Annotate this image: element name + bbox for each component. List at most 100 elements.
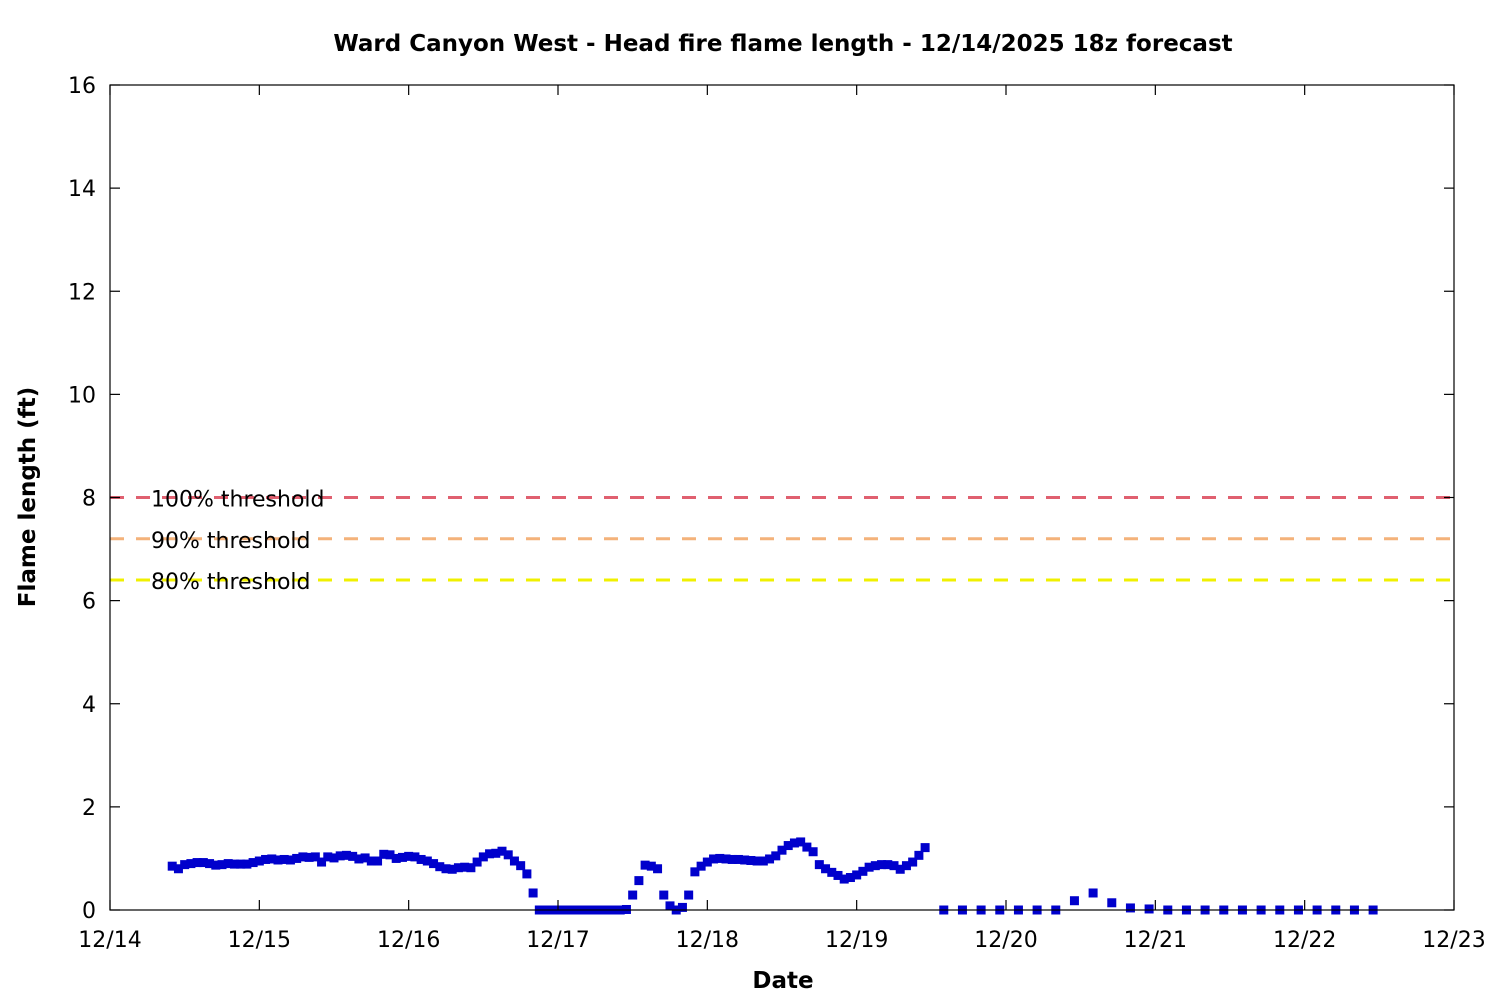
data-point — [304, 852, 314, 862]
data-point — [733, 854, 743, 864]
data-point — [435, 862, 445, 872]
data-points — [167, 837, 1378, 915]
data-point — [839, 874, 849, 884]
data-point — [1107, 898, 1117, 908]
data-point — [366, 856, 376, 866]
threshold-lines: 100% threshold 90% threshold 80% threshold — [110, 488, 1454, 595]
y-tick-label: 14 — [68, 177, 96, 202]
data-point — [167, 861, 177, 871]
data-point — [279, 854, 289, 864]
data-point — [198, 858, 208, 868]
data-point — [254, 856, 264, 866]
data-point — [273, 855, 283, 865]
y-axis-label: Flame length (ft) — [15, 387, 41, 607]
data-point — [677, 902, 687, 912]
axes: 0 2 4 6 8 10 12 14 16 12/14 12/15 12/16 12/17 12/18 12… — [68, 74, 1486, 953]
data-point — [528, 888, 538, 898]
data-point — [920, 843, 930, 853]
data-point — [777, 845, 787, 855]
data-point — [472, 857, 482, 867]
data-point — [192, 858, 202, 868]
data-point — [242, 859, 252, 869]
data-point — [292, 853, 302, 863]
y-tick-label: 6 — [82, 590, 96, 615]
data-point — [485, 849, 495, 859]
data-point — [516, 861, 526, 871]
data-point — [503, 850, 513, 860]
data-point — [746, 856, 756, 865]
data-point — [640, 860, 650, 870]
threshold-label: 90% threshold — [151, 529, 311, 554]
data-point — [323, 852, 333, 862]
data-point — [802, 842, 812, 852]
data-point — [410, 852, 420, 862]
data-point — [852, 870, 862, 880]
data-point — [416, 854, 426, 864]
data-point — [634, 876, 644, 886]
data-point — [453, 863, 463, 873]
data-point — [752, 856, 762, 866]
data-point — [205, 859, 215, 869]
data-point — [709, 854, 719, 864]
data-point — [466, 863, 476, 873]
data-point — [727, 854, 737, 864]
data-point — [702, 857, 712, 867]
data-point — [460, 862, 470, 872]
data-point — [864, 862, 874, 872]
data-point — [771, 851, 781, 861]
x-tick-label: 12/21 — [1124, 928, 1187, 953]
data-point — [845, 873, 855, 883]
data-point — [1144, 904, 1154, 914]
x-axis-label: Date — [752, 968, 813, 994]
data-point — [758, 856, 768, 866]
data-point — [497, 846, 507, 856]
data-point — [889, 861, 899, 871]
data-point — [653, 864, 663, 874]
data-point — [223, 859, 233, 869]
data-point — [789, 838, 799, 848]
y-tick-label: 8 — [82, 487, 96, 512]
threshold-label: 100% threshold — [151, 488, 325, 513]
data-point — [814, 860, 824, 870]
data-point — [285, 855, 295, 865]
data-point — [696, 861, 706, 871]
data-point — [765, 854, 775, 864]
data-point — [335, 851, 345, 861]
data-point — [385, 850, 395, 860]
data-point — [827, 867, 837, 877]
data-point — [870, 861, 880, 871]
data-point — [186, 859, 196, 869]
data-point — [883, 860, 893, 870]
data-point — [509, 856, 519, 866]
x-tick-label: 12/17 — [526, 928, 589, 953]
plot-frame — [109, 84, 1455, 911]
x-tick-label: 12/16 — [377, 928, 440, 953]
data-point — [690, 867, 700, 877]
data-point — [796, 837, 806, 847]
data-point — [740, 855, 750, 865]
y-tick-label: 2 — [82, 796, 96, 821]
data-point — [248, 858, 258, 868]
data-point — [901, 861, 911, 871]
data-point — [715, 853, 725, 863]
data-point — [491, 848, 501, 858]
chart-title: Ward Canyon West - Head fire flame lengt… — [333, 31, 1232, 57]
data-point — [478, 852, 488, 862]
y-tick-label: 16 — [68, 74, 96, 99]
x-tick-label: 12/14 — [78, 928, 141, 953]
data-point — [1088, 888, 1098, 898]
data-point — [261, 854, 271, 864]
data-point — [877, 860, 887, 870]
data-point — [354, 854, 364, 864]
data-point — [217, 860, 227, 870]
y-tick-label: 10 — [68, 383, 96, 408]
x-tick-label: 12/20 — [974, 928, 1037, 953]
data-point — [447, 864, 457, 874]
data-point — [1125, 903, 1135, 913]
data-point — [895, 864, 905, 874]
data-point — [783, 841, 793, 851]
threshold-label: 80% threshold — [151, 570, 311, 595]
data-point — [373, 856, 383, 866]
data-point — [211, 860, 221, 870]
data-point — [329, 853, 339, 863]
